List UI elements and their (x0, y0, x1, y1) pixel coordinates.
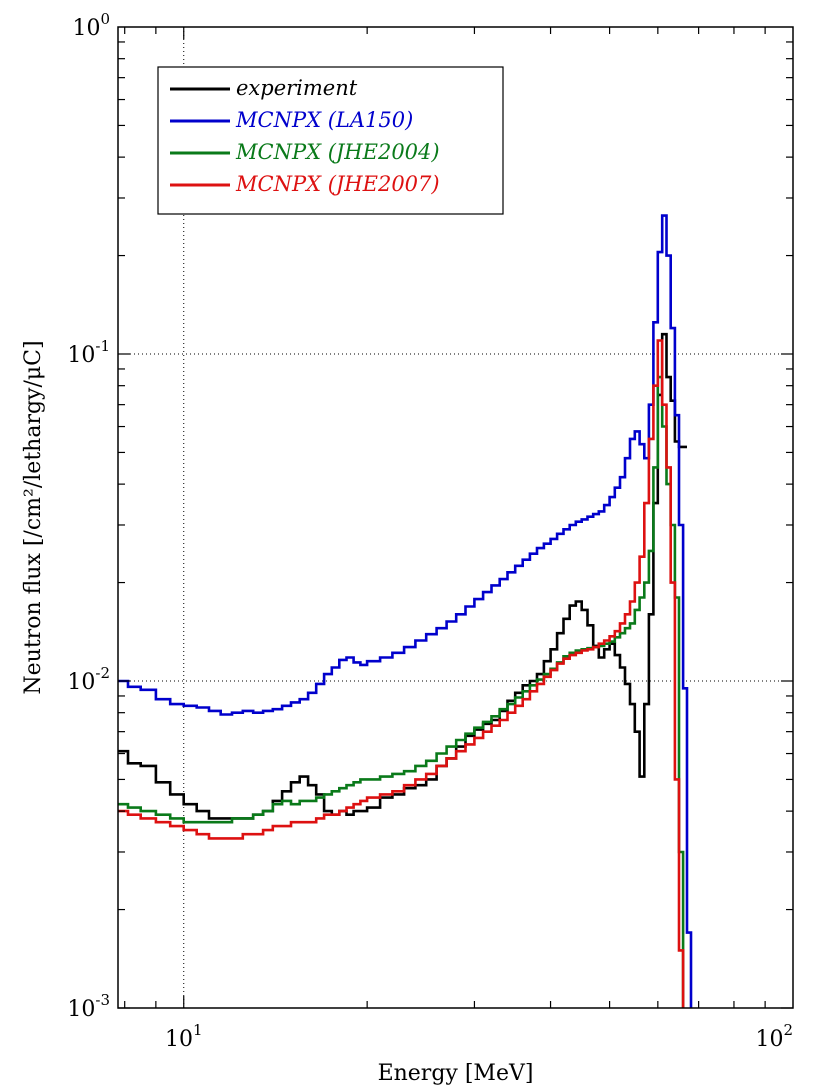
legend-box (157, 66, 504, 215)
tick-labels: 101 102 10-3 10-2 10-1 100 (67, 10, 793, 1052)
legend-label-la150: MCNPX (LA150) (235, 108, 413, 132)
y-tick-label: 10-2 (67, 664, 110, 695)
legend: experiment MCNPX (LA150) MCNPX (JHE2004)… (157, 66, 504, 215)
legend-entry-experiment: experiment (170, 76, 358, 100)
series-line-jhe2007 (118, 339, 685, 1008)
plot-area (118, 214, 693, 1008)
legend-entry-jhe2007: MCNPX (JHE2007) (170, 172, 440, 196)
legend-entry-jhe2004: MCNPX (JHE2004) (170, 140, 440, 164)
plot-frame (117, 26, 794, 1009)
x-axis-title: Energy [MeV] (378, 1061, 534, 1086)
legend-entry-la150: MCNPX (LA150) (170, 108, 413, 132)
legend-label-jhe2004: MCNPX (JHE2004) (235, 140, 440, 164)
y-tick-label: 10-3 (67, 991, 110, 1022)
legend-label-experiment: experiment (236, 76, 358, 100)
x-tick-label: 101 (165, 1021, 203, 1052)
grid-lines (118, 27, 793, 1008)
x-tick-label: 102 (755, 1021, 793, 1052)
y-axis-title: Neutron flux [/cm²/lethargy/μC] (21, 340, 46, 694)
axis-ticks (118, 27, 793, 1009)
series-line-la150 (118, 214, 693, 1008)
legend-label-jhe2007: MCNPX (JHE2007) (235, 172, 440, 196)
series-line-jhe2004 (118, 375, 685, 1008)
series-line-experiment (118, 332, 687, 820)
y-tick-label: 10-1 (67, 337, 110, 368)
y-tick-label: 100 (72, 10, 110, 41)
